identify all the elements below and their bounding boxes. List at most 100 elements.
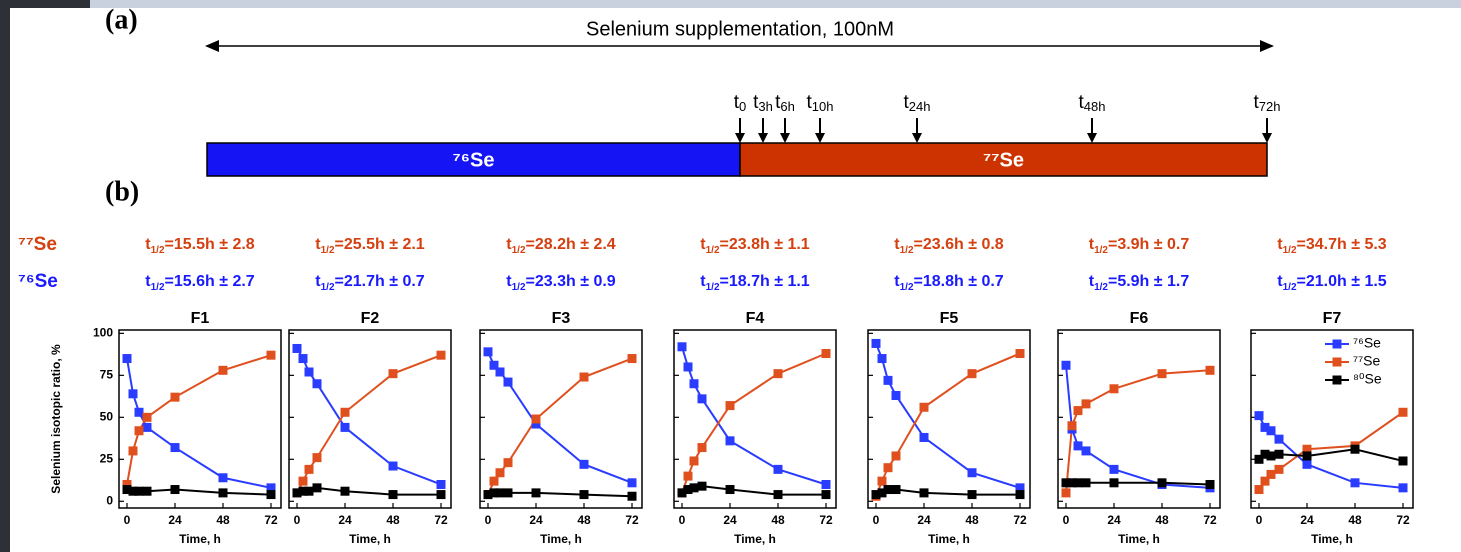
plot-frame xyxy=(118,329,282,509)
marker xyxy=(483,347,493,357)
subscript-label: t1/2=18.7h ± 1.1 xyxy=(700,273,810,292)
subscript: 1/2 xyxy=(321,282,335,293)
marker xyxy=(312,379,322,389)
rest: =5.9h ± 1.7 xyxy=(1108,273,1189,290)
phase-label: ⁷⁶Se xyxy=(453,149,495,171)
subscript-label: t1/2=18.8h ± 0.7 xyxy=(894,273,1004,292)
plot-frame xyxy=(1057,329,1221,509)
chart-title: F1 xyxy=(191,310,210,327)
subscript-label: t1/2=23.6h ± 0.8 xyxy=(894,236,1004,255)
subscript: 1/2 xyxy=(1283,282,1297,293)
legend-marker xyxy=(1332,375,1342,385)
marker xyxy=(1081,446,1091,456)
left-border xyxy=(0,0,10,552)
x-tick-label: 0 xyxy=(679,513,686,527)
plot-frame xyxy=(867,329,1031,509)
marker xyxy=(304,464,314,474)
rest: =18.7h ± 1.1 xyxy=(720,273,810,290)
chart-title: F2 xyxy=(361,310,380,327)
marker xyxy=(266,490,276,500)
marker xyxy=(677,488,687,498)
subscript-label: t72h xyxy=(1254,92,1281,114)
x-tick-label: 0 xyxy=(1256,513,1263,527)
x-tick-label: 48 xyxy=(771,513,785,527)
marker xyxy=(134,407,144,417)
x-tick-label: 0 xyxy=(294,513,301,527)
marker xyxy=(218,473,228,483)
marker xyxy=(122,485,132,495)
rest: =23.6h ± 0.8 xyxy=(914,236,1004,253)
time-arrow-head xyxy=(912,133,922,143)
rest: =34.7h ± 5.3 xyxy=(1297,236,1387,253)
subscript: 0 xyxy=(739,99,746,114)
x-tick-label: 72 xyxy=(1396,513,1410,527)
marker xyxy=(388,461,398,471)
marker xyxy=(1157,478,1167,488)
marker xyxy=(436,350,446,360)
marker xyxy=(128,389,138,399)
base: t xyxy=(904,92,910,113)
x-axis-label: Time, h xyxy=(1311,532,1353,546)
marker xyxy=(1398,407,1408,417)
x-tick-label: 24 xyxy=(1107,513,1121,527)
marker xyxy=(1274,464,1284,474)
x-tick-label: 72 xyxy=(819,513,833,527)
marker xyxy=(1302,459,1312,469)
rest: =28.2h ± 2.4 xyxy=(526,236,616,253)
marker xyxy=(1266,469,1276,479)
x-tick-label: 24 xyxy=(723,513,737,527)
y-axis-label: Selenium isotopic ratio, % xyxy=(49,344,63,494)
marker xyxy=(340,407,350,417)
marker xyxy=(142,422,152,432)
x-tick-label: 24 xyxy=(168,513,182,527)
subscript-label: t24h xyxy=(904,92,931,114)
marker xyxy=(891,390,901,400)
marker xyxy=(1266,451,1276,461)
marker xyxy=(503,458,513,468)
row-label: ⁷⁶Se xyxy=(18,271,58,292)
subscript: 72h xyxy=(1259,99,1281,114)
x-axis-label: Time, h xyxy=(349,532,391,546)
marker xyxy=(1260,422,1270,432)
marker xyxy=(312,483,322,493)
marker xyxy=(579,459,589,469)
x-axis-label: Time, h xyxy=(928,532,970,546)
marker xyxy=(1061,478,1071,488)
subscript: 48h xyxy=(1084,99,1106,114)
marker xyxy=(122,354,132,364)
subscript: 1/2 xyxy=(1094,282,1108,293)
x-tick-label: 24 xyxy=(529,513,543,527)
marker xyxy=(388,490,398,500)
marker xyxy=(495,468,505,478)
marker xyxy=(683,362,693,372)
marker xyxy=(579,372,589,382)
x-tick-label: 0 xyxy=(124,513,131,527)
x-tick-label: 48 xyxy=(1155,513,1169,527)
chart-title: F5 xyxy=(940,310,959,327)
marker xyxy=(579,490,589,500)
marker xyxy=(697,394,707,404)
marker xyxy=(298,486,308,496)
marker xyxy=(298,476,308,486)
marker xyxy=(877,354,887,364)
subscript-label: t3h xyxy=(753,92,773,114)
marker xyxy=(689,379,699,389)
marker xyxy=(1302,451,1312,461)
subscript: 1/2 xyxy=(512,282,526,293)
marker xyxy=(1350,444,1360,454)
y-tick-label: 50 xyxy=(100,409,114,423)
x-tick-label: 72 xyxy=(625,513,639,527)
marker xyxy=(531,419,541,429)
rest: =15.5h ± 2.8 xyxy=(165,236,255,253)
marker xyxy=(436,490,446,500)
rest: =21.7h ± 0.7 xyxy=(335,273,425,290)
marker xyxy=(128,486,138,496)
marker xyxy=(170,392,180,402)
base: t xyxy=(1079,92,1085,113)
marker xyxy=(1254,454,1264,464)
marker xyxy=(883,485,893,495)
base: t xyxy=(1089,236,1095,253)
marker xyxy=(891,451,901,461)
marker xyxy=(821,490,831,500)
